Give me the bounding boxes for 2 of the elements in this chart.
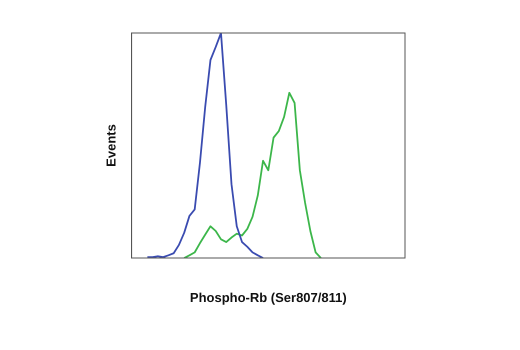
y-axis-title: Events: [103, 124, 118, 167]
x-axis-title: Phospho-Rb (Ser807/811): [190, 290, 347, 305]
